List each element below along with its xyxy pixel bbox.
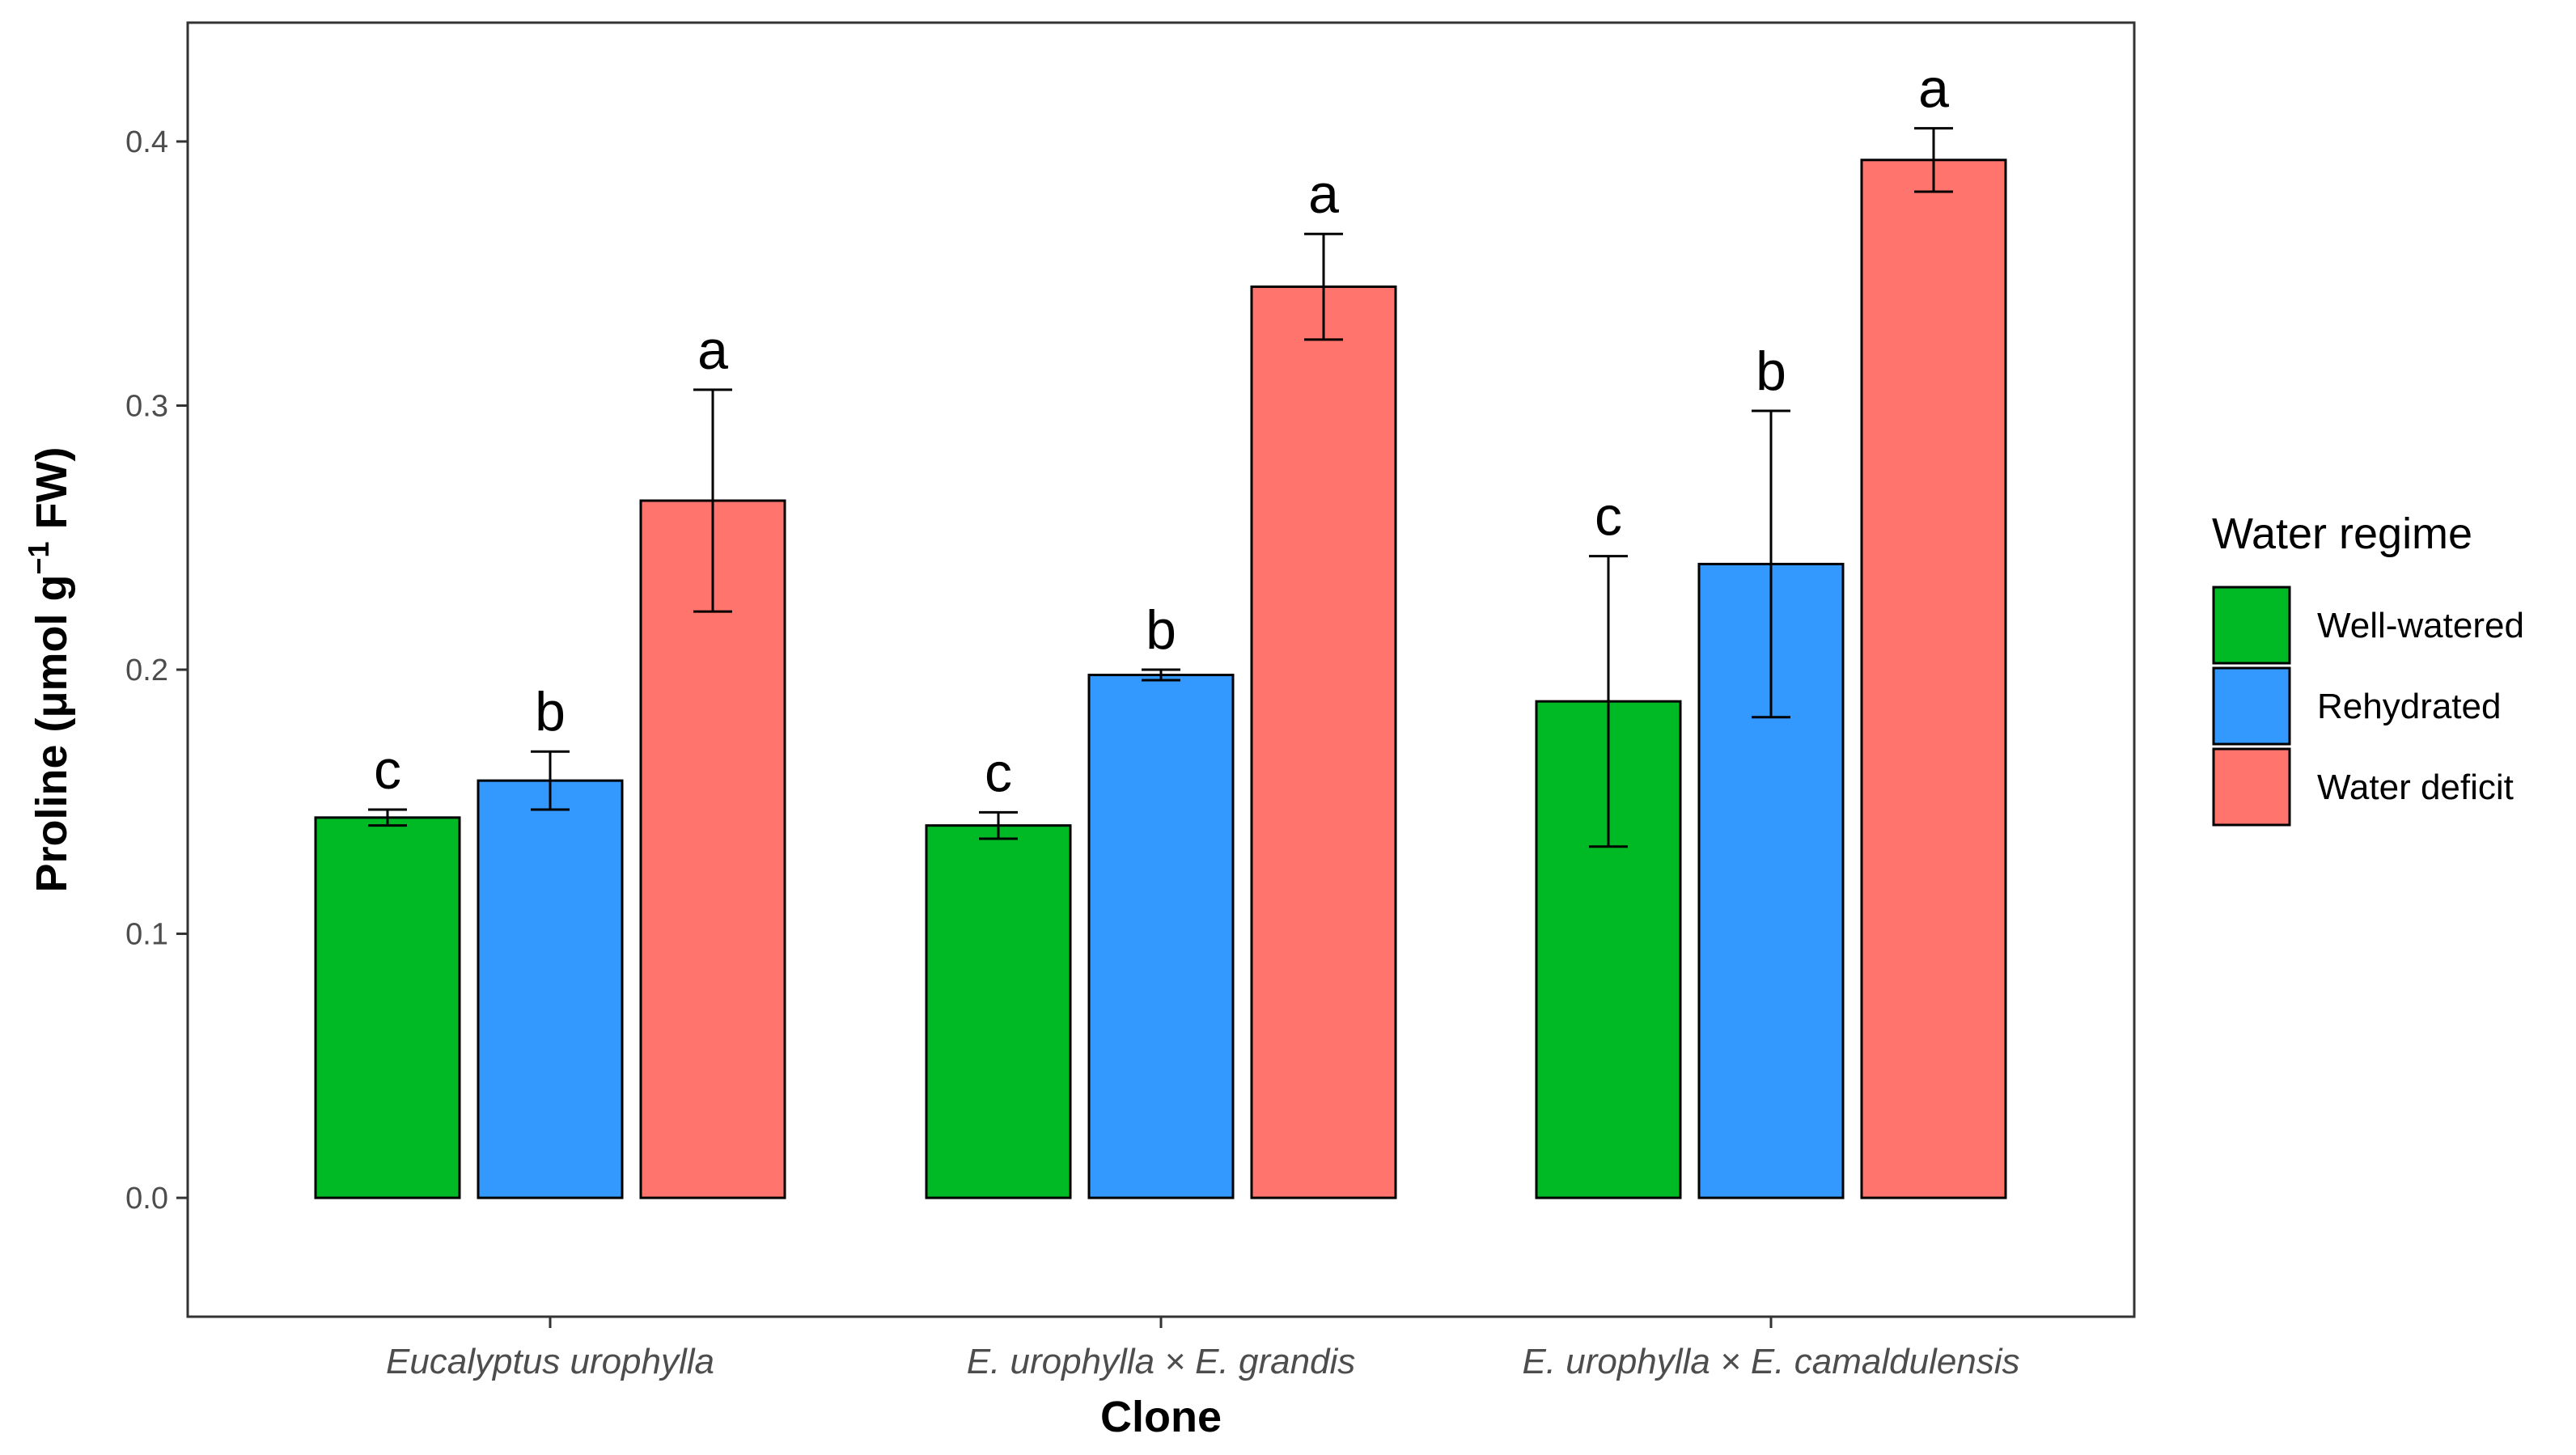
bar — [925, 824, 1072, 1199]
y-tick-label: 0.3 — [125, 389, 168, 423]
bar — [477, 779, 624, 1199]
significance-letter: c — [374, 739, 401, 801]
significance-letter: a — [1918, 58, 1949, 120]
bar — [1250, 286, 1397, 1199]
legend-label: Well-watered — [2317, 606, 2524, 645]
legend-key — [2212, 666, 2291, 746]
y-axis-title-tail: FW) — [28, 446, 76, 541]
bar — [1535, 700, 1682, 1199]
significance-letter: b — [535, 681, 566, 742]
significance-letter: c — [1595, 486, 1622, 548]
legend-title: Water regime — [2212, 510, 2472, 558]
y-tick-label: 0.0 — [125, 1182, 168, 1216]
y-axis-title: Proline (μmol g−1 FW) — [22, 446, 76, 892]
legend-label: Water deficit — [2317, 768, 2514, 807]
bar — [314, 816, 461, 1199]
significance-letter: a — [1308, 163, 1339, 225]
significance-letter: a — [697, 319, 728, 381]
bars — [314, 159, 2007, 1199]
y-tick-label: 0.4 — [125, 125, 168, 159]
significance-letters: c c c b b b a a a — [374, 58, 1949, 804]
y-tick-label: 0.2 — [125, 653, 168, 687]
x-category-label: Eucalyptus urophylla — [386, 1342, 714, 1381]
y-tick-label: 0.1 — [125, 918, 168, 952]
legend-key — [2212, 586, 2291, 665]
legend-label: Rehydrated — [2317, 687, 2501, 726]
y-axis-title-main: Proline (μmol g — [28, 574, 76, 892]
bar — [1087, 674, 1235, 1199]
legend-key — [2212, 747, 2291, 827]
error-bars — [368, 127, 1953, 848]
y-axis-title-superscript: −1 — [22, 541, 55, 574]
x-axis: Eucalyptus urophylla E. urophylla × E. gr… — [386, 1317, 2020, 1381]
x-category-label: E. urophylla × E. grandis — [967, 1342, 1356, 1381]
significance-letter: b — [1756, 340, 1786, 402]
bar — [639, 499, 786, 1199]
x-axis-title: Clone — [1100, 1393, 1222, 1441]
significance-letter: c — [985, 742, 1012, 803]
bar — [1860, 159, 2007, 1199]
y-axis: 0.0 0.1 0.2 0.3 0.4 — [125, 125, 188, 1216]
legend: Water regime Well-watered Rehydrated Water… — [2212, 510, 2524, 827]
significance-letter: b — [1146, 599, 1176, 661]
x-category-label: E. urophylla × E. camaldulensis — [1522, 1342, 2019, 1381]
